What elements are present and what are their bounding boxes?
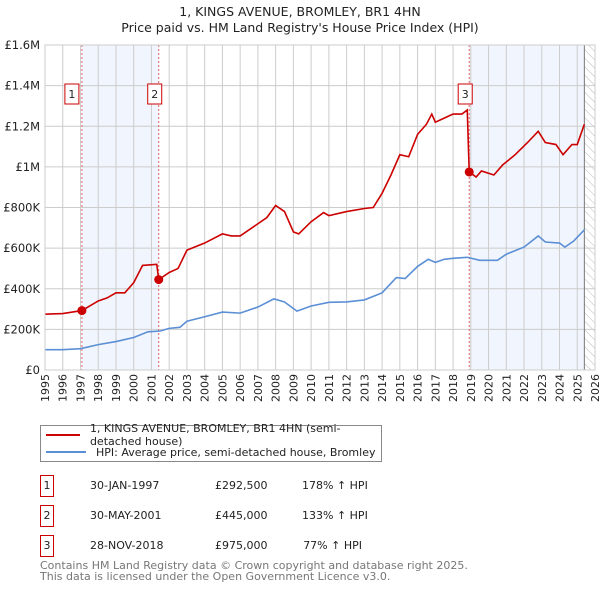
y-tick-label: £0 xyxy=(25,363,40,377)
x-tick-label: 2009 xyxy=(287,374,300,402)
legend-label: HPI: Average price, semi-detached house,… xyxy=(96,445,376,459)
footer-line-1: Contains HM Land Registry data © Crown c… xyxy=(40,559,468,572)
x-tick-label: 1995 xyxy=(39,374,52,402)
x-tick-label: 2004 xyxy=(199,374,212,402)
property-price-line xyxy=(44,108,586,315)
y-tick-label: £400K xyxy=(3,282,40,296)
sale-label: 3 xyxy=(462,88,469,101)
legend-swatch-blue xyxy=(46,451,86,453)
x-tick-label: 2025 xyxy=(571,374,584,402)
chart-subtitle: Price paid vs. HM Land Registry's House … xyxy=(121,20,479,35)
legend-item-hpi: HPI: Average price, semi-detached house,… xyxy=(41,444,375,460)
x-tick-label: 2002 xyxy=(163,374,176,402)
x-tick-label: 1997 xyxy=(74,374,87,402)
x-tick-label: 1996 xyxy=(57,374,70,402)
x-tick-label: 2014 xyxy=(376,374,389,402)
sale-date: 30-JAN-1997 xyxy=(90,479,160,492)
sale-point xyxy=(77,306,87,316)
x-tick-label: 2005 xyxy=(216,374,229,402)
y-tick-label: £1.4M xyxy=(4,79,40,93)
sale-number: 2 xyxy=(40,505,54,527)
x-tick-label: 2015 xyxy=(394,374,407,402)
y-tick-label: £1.6M xyxy=(4,38,40,52)
x-tick-label: 1999 xyxy=(110,374,123,402)
x-tick-label: 2024 xyxy=(554,374,567,402)
sale-label-box xyxy=(457,83,473,105)
legend-swatch-red xyxy=(46,434,80,436)
x-tick-label: 1998 xyxy=(92,374,105,402)
sale-number: 3 xyxy=(40,535,54,557)
x-tick-label: 2003 xyxy=(181,374,194,402)
y-tick-label: £200K xyxy=(3,322,40,336)
x-tick-label: 2016 xyxy=(412,374,425,402)
x-tick-label: 2013 xyxy=(358,374,371,402)
sale-date: 30-MAY-2001 xyxy=(90,509,162,522)
hpi-line xyxy=(45,229,585,351)
y-tick-label: £800K xyxy=(3,201,40,215)
sale-label: 2 xyxy=(151,88,158,101)
footer: Contains HM Land Registry data © Crown c… xyxy=(40,559,468,583)
sale-hpi-change: 77% ↑ HPI xyxy=(303,539,362,552)
x-tick-label: 2000 xyxy=(128,374,141,402)
chart-title: 1, KINGS AVENUE, BROMLEY, BR1 4HN xyxy=(179,4,421,19)
sale-hpi-change: 133% ↑ HPI xyxy=(302,509,368,522)
x-tick-label: 2001 xyxy=(145,374,158,402)
x-tick-label: 2011 xyxy=(323,374,336,402)
plot-frame xyxy=(44,44,596,371)
x-tick-label: 2017 xyxy=(429,374,442,402)
footer-line-2: This data is licensed under the Open Gov… xyxy=(40,569,391,583)
x-tick-label: 2006 xyxy=(234,374,247,402)
legend: 1, KINGS AVENUE, BROMLEY, BR1 4HN (semi-… xyxy=(40,422,382,462)
x-tick-label: 2023 xyxy=(536,374,549,402)
sale-number: 1 xyxy=(40,475,54,497)
sale-price: £292,500 xyxy=(215,479,268,492)
x-tick-label: 2007 xyxy=(252,374,265,402)
price-chart: 1995 1996 1997 1998 1999 2000 2001 2002 2003 2004… xyxy=(3,38,600,402)
sale-price: £445,000 xyxy=(215,509,268,522)
y-tick-label: £1M xyxy=(15,160,40,174)
sale-label-box xyxy=(64,83,80,105)
y-tick-label: £1.2M xyxy=(4,119,40,133)
sale-price: £975,000 xyxy=(215,539,268,552)
sale-point xyxy=(464,167,474,177)
x-tick-label: 2012 xyxy=(341,374,354,402)
sale-date: 28-NOV-2018 xyxy=(90,539,164,552)
x-tick-label: 2010 xyxy=(305,374,318,402)
x-tick-label: 2008 xyxy=(270,374,283,402)
sale-label: 1 xyxy=(68,88,75,101)
x-tick-label: 2022 xyxy=(518,374,531,402)
legend-item-property: 1, KINGS AVENUE, BROMLEY, BR1 4HN (semi-… xyxy=(41,422,381,448)
legend-label: 1, KINGS AVENUE, BROMLEY, BR1 4HN (semi-… xyxy=(89,422,341,448)
x-tick-label: 2020 xyxy=(483,374,496,402)
sale-point xyxy=(154,275,164,285)
y-tick-label: £600K xyxy=(3,241,40,255)
sale-label-box xyxy=(147,83,163,105)
sale-hpi-change: 178% ↑ HPI xyxy=(302,479,368,492)
x-tick-label: 2019 xyxy=(465,374,478,402)
x-tick-label: 2018 xyxy=(447,374,460,402)
x-tick-label: 2026 xyxy=(589,374,600,402)
x-tick-label: 2021 xyxy=(500,374,513,402)
